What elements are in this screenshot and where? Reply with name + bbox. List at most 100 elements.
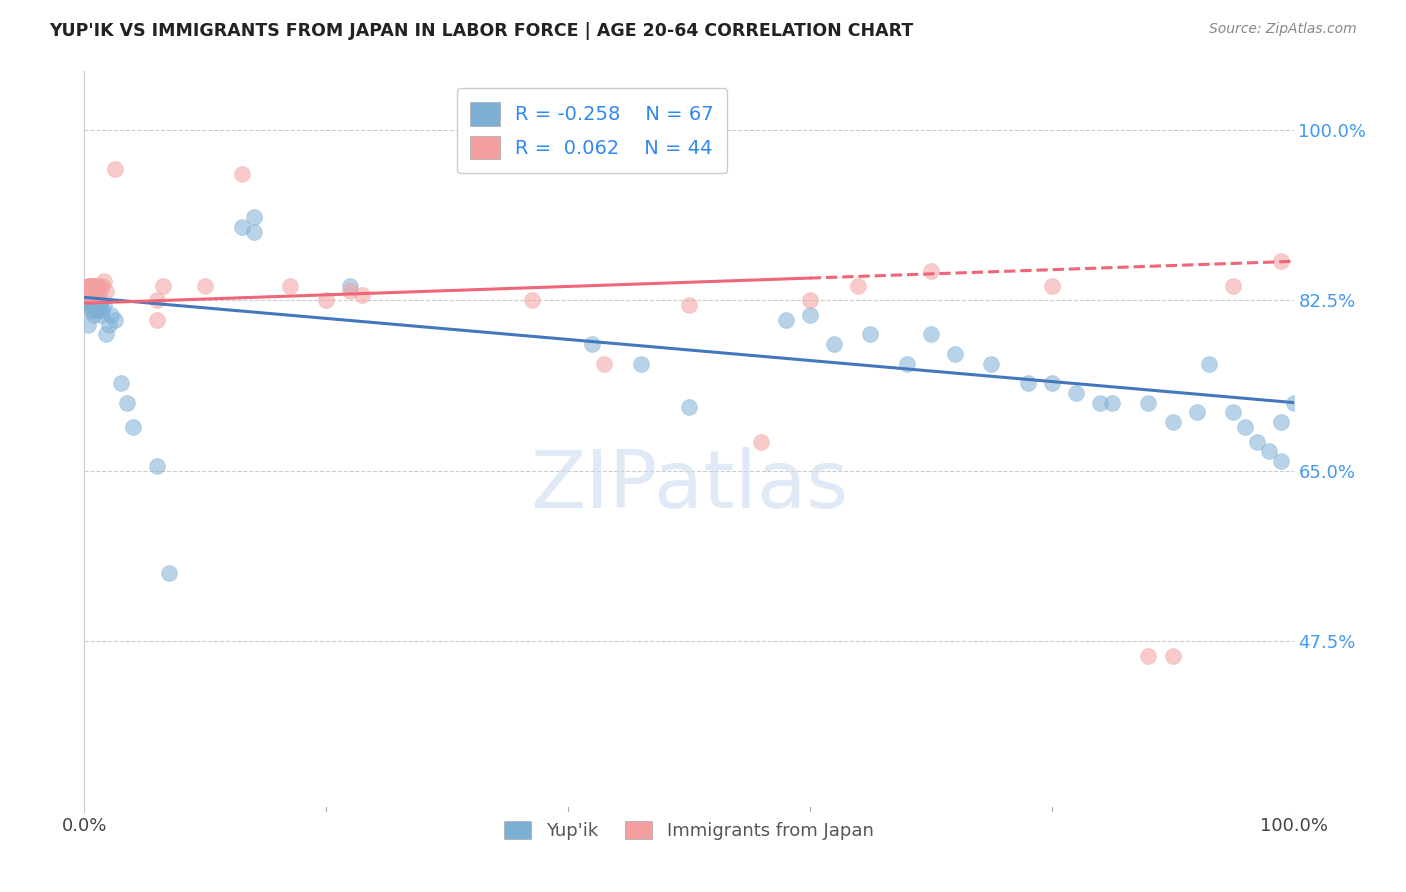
Point	[89, 284, 111, 298]
Point	[110, 376, 132, 390]
Text: ZIPatlas: ZIPatlas	[530, 447, 848, 525]
Point	[97, 318, 120, 332]
Point	[83, 278, 105, 293]
Point	[83, 288, 105, 302]
Point	[315, 293, 337, 308]
Point	[194, 278, 217, 293]
Point	[231, 167, 253, 181]
Point	[93, 274, 115, 288]
Point	[84, 298, 107, 312]
Point	[943, 347, 966, 361]
Point	[87, 303, 110, 318]
Point	[1088, 395, 1111, 409]
Point	[1270, 415, 1292, 429]
Point	[1040, 278, 1063, 293]
Point	[242, 211, 264, 225]
Point	[678, 401, 700, 415]
Point	[94, 327, 117, 342]
Point	[157, 566, 180, 580]
Point	[1064, 385, 1087, 400]
Point	[90, 308, 112, 322]
Point	[77, 293, 100, 308]
Point	[77, 278, 100, 293]
Point	[980, 357, 1002, 371]
Point	[77, 278, 100, 293]
Point	[1040, 376, 1063, 390]
Point	[77, 288, 100, 302]
Point	[93, 298, 115, 312]
Point	[82, 293, 104, 308]
Text: Source: ZipAtlas.com: Source: ZipAtlas.com	[1209, 22, 1357, 37]
Point	[80, 293, 103, 308]
Point	[1246, 434, 1268, 449]
Point	[91, 303, 114, 318]
Point	[75, 293, 97, 308]
Point	[94, 284, 117, 298]
Point	[339, 278, 361, 293]
Point	[1222, 278, 1244, 293]
Point	[1161, 415, 1184, 429]
Point	[823, 337, 845, 351]
Point	[79, 298, 101, 312]
Point	[86, 288, 108, 302]
Point	[89, 298, 111, 312]
Text: YUP'IK VS IMMIGRANTS FROM JAPAN IN LABOR FORCE | AGE 20-64 CORRELATION CHART: YUP'IK VS IMMIGRANTS FROM JAPAN IN LABOR…	[49, 22, 914, 40]
Point	[146, 293, 169, 308]
Point	[1137, 395, 1160, 409]
Point	[1282, 395, 1305, 409]
Point	[83, 308, 105, 322]
Point	[146, 312, 169, 326]
Point	[1137, 648, 1160, 663]
Point	[799, 308, 821, 322]
Point	[87, 278, 110, 293]
Point	[82, 288, 104, 302]
Point	[121, 420, 143, 434]
Point	[593, 357, 616, 371]
Point	[1258, 444, 1281, 458]
Point	[1017, 376, 1039, 390]
Point	[104, 161, 127, 176]
Point	[242, 225, 264, 239]
Point	[751, 434, 773, 449]
Point	[77, 303, 100, 318]
Point	[75, 284, 97, 298]
Point	[146, 458, 169, 473]
Point	[76, 284, 98, 298]
Point	[100, 308, 122, 322]
Point	[278, 278, 301, 293]
Point	[77, 278, 100, 293]
Point	[86, 298, 108, 312]
Point	[920, 264, 942, 278]
Point	[82, 278, 104, 293]
Legend: Yup'ik, Immigrants from Japan: Yup'ik, Immigrants from Japan	[498, 814, 880, 847]
Point	[115, 395, 138, 409]
Point	[79, 284, 101, 298]
Point	[581, 337, 603, 351]
Point	[79, 293, 101, 308]
Point	[896, 357, 918, 371]
Point	[86, 278, 108, 293]
Point	[86, 278, 108, 293]
Point	[80, 303, 103, 318]
Point	[77, 318, 100, 332]
Point	[339, 284, 361, 298]
Point	[520, 293, 543, 308]
Point	[79, 284, 101, 298]
Point	[80, 284, 103, 298]
Point	[846, 278, 869, 293]
Point	[77, 284, 100, 298]
Point	[799, 293, 821, 308]
Point	[86, 303, 108, 318]
Point	[84, 284, 107, 298]
Point	[80, 278, 103, 293]
Point	[1270, 254, 1292, 268]
Point	[1198, 357, 1220, 371]
Point	[1270, 454, 1292, 468]
Point	[91, 278, 114, 293]
Point	[1185, 405, 1208, 419]
Point	[77, 284, 100, 298]
Point	[920, 327, 942, 342]
Point	[86, 288, 108, 302]
Point	[352, 288, 374, 302]
Point	[1161, 648, 1184, 663]
